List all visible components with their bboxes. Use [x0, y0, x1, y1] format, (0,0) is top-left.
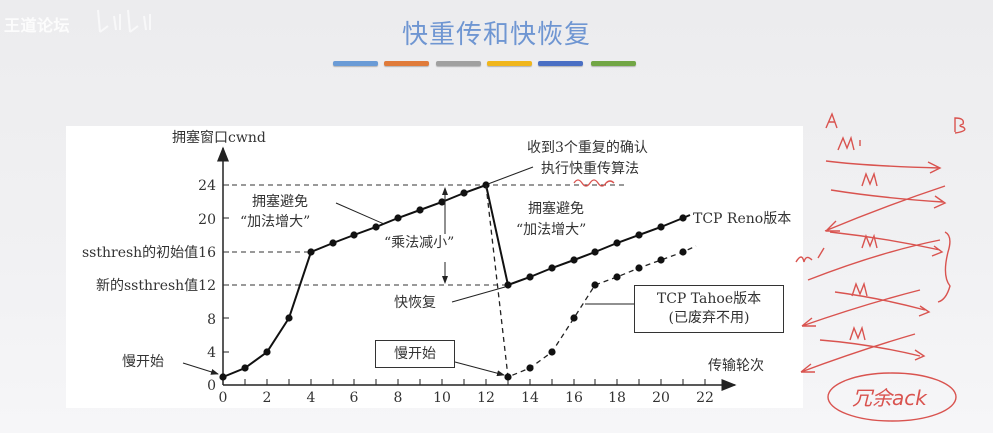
y-tick-12: 新的ssthresh值12 [96, 278, 216, 294]
color-bar-yellow [487, 61, 532, 66]
dup-ack-pointer [487, 166, 534, 185]
color-bar-green [591, 61, 636, 66]
y-ticks [223, 184, 229, 353]
x-tick-22: 22 [696, 390, 714, 406]
y-tick-20: 20 [198, 212, 216, 228]
color-bar-darkblue [538, 61, 583, 66]
slow-start-pointer [182, 362, 219, 375]
dup-ack-label-1: 收到3个重复的确认 [527, 139, 648, 156]
color-bar-orange [384, 61, 429, 66]
reno-points [219, 181, 687, 381]
y-tick-16: ssthresh的初始值16 [82, 244, 216, 261]
reno-label: TCP Reno版本 [693, 211, 791, 227]
x-axis-title: 传输轮次 [708, 358, 764, 374]
slide-title: 快重传和快恢复 [401, 20, 591, 50]
brand-watermark: 王道论坛 [4, 16, 71, 35]
x-tick-0: 0 [219, 390, 228, 406]
slow-start-2-pointer [454, 361, 505, 377]
handwritten-squiggle [573, 179, 615, 187]
x-ticks [244, 379, 706, 385]
y-axis-title: 拥塞窗口cwnd [172, 129, 266, 146]
tahoe-box: TCP Tahoe版本 (已废弃不用) [634, 285, 784, 333]
x-tick-20: 20 [652, 390, 670, 406]
y-tick-8: 8 [207, 312, 216, 328]
handwritten-circled-note: 冗余ack [852, 386, 928, 410]
ca2-label-2: “加法增大” [516, 222, 586, 238]
tahoe-label-1: TCP Tahoe版本 [656, 291, 762, 307]
y-tick-0: 0 [207, 378, 216, 394]
x-tick-14: 14 [521, 390, 539, 406]
x-tick-10: 10 [433, 390, 451, 406]
slow-start-2-box: 慢开始 [375, 340, 455, 368]
fast-recovery-pointer [451, 286, 506, 303]
color-bar-blue [333, 61, 378, 66]
x-tick-8: 8 [394, 390, 403, 406]
ca-label-1: 拥塞避免 [252, 193, 308, 210]
x-tick-2: 2 [263, 390, 272, 406]
slow-start-label: 慢开始 [122, 353, 164, 370]
tahoe-points [504, 248, 687, 381]
x-tick-16: 16 [565, 390, 583, 406]
bilibili-logo-icon [97, 9, 151, 33]
ca-label-2: “加法增大” [240, 214, 310, 230]
fast-recovery-label: 快恢复 [394, 294, 436, 311]
handwritten-notes [795, 112, 966, 422]
tahoe-label-2: (已废弃不用) [668, 310, 750, 326]
x-tick-12: 12 [477, 390, 495, 406]
tahoe-line [485, 184, 697, 378]
ca-pointer [335, 202, 385, 225]
slow-start-2-label: 慢开始 [394, 346, 436, 362]
x-tick-18: 18 [608, 390, 626, 406]
color-bar-gray [436, 61, 481, 66]
x-tick-6: 6 [350, 390, 359, 406]
mult-decrease-label: “乘法减小” [384, 235, 454, 251]
ca2-label-1: 拥塞避免 [528, 200, 584, 217]
dup-ack-label-2: 执行快重传算法 [541, 161, 639, 177]
y-tick-24: 24 [198, 178, 216, 194]
y-tick-4: 4 [207, 345, 216, 361]
x-tick-4: 4 [307, 390, 316, 406]
